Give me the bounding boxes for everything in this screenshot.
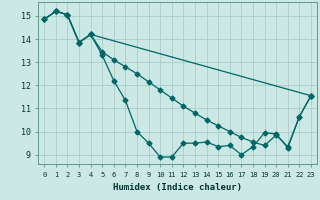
X-axis label: Humidex (Indice chaleur): Humidex (Indice chaleur) bbox=[113, 183, 242, 192]
